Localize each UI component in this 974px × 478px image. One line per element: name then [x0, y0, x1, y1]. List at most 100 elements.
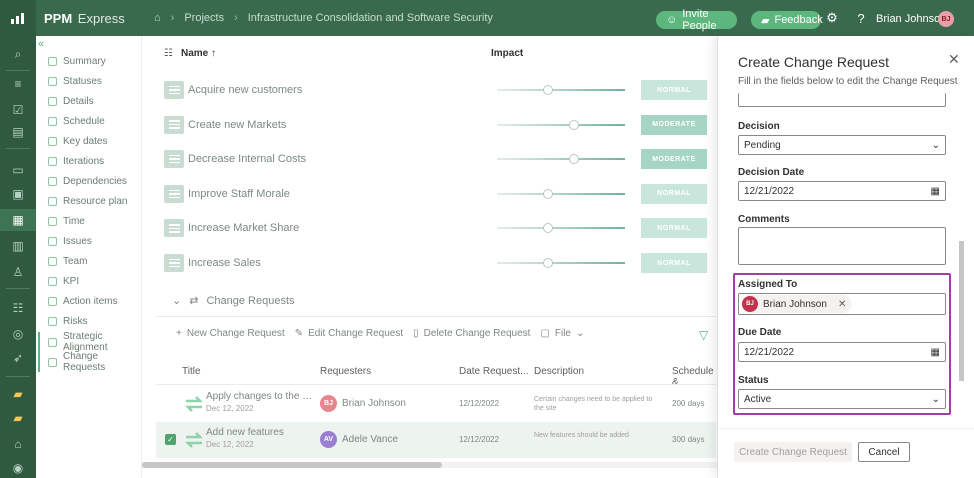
menu-icon[interactable]: ≡	[14, 77, 22, 91]
objective-row[interactable]: Increase Sales NORMAL	[164, 252, 714, 274]
nav-item-iterations[interactable]: Iterations	[48, 153, 104, 169]
checkbox-icon[interactable]: ☑	[12, 103, 24, 117]
impact-slider[interactable]	[497, 223, 625, 234]
objective-row[interactable]: Create new Markets MODERATE	[164, 114, 714, 136]
schedule-icon	[48, 116, 57, 126]
avatar[interactable]: BJ	[938, 11, 954, 27]
title-column-header[interactable]: Title	[182, 366, 201, 377]
objective-row[interactable]: Improve Staff Morale NORMAL	[164, 183, 714, 205]
delete-change-request-button[interactable]: ▯ Delete Change Request	[413, 328, 530, 339]
calendar-icon[interactable]: ▦	[930, 346, 940, 358]
objective-row[interactable]: Increase Market Share NORMAL	[164, 217, 714, 239]
decision-date-field[interactable]: 12/21/2022 ▦	[738, 181, 946, 201]
edit-change-request-button[interactable]: ✎ Edit Change Request	[295, 328, 403, 339]
status-dropdown[interactable]: Active ⌄	[738, 389, 946, 409]
row-checkbox[interactable]: ✓	[165, 434, 176, 445]
assigned-to-picker[interactable]: BJ Brian Johnson ✕	[738, 293, 946, 315]
note-icon[interactable]: ▰	[13, 411, 23, 425]
invite-people-button[interactable]: ☺ Invite People	[656, 8, 737, 32]
table-row[interactable]: ✓ Add new features Dec 12, 2022 AV Adele Van…	[156, 422, 716, 458]
table-row[interactable]: Apply changes to the we... Dec 12, 2022 BJ…	[156, 386, 716, 422]
slider-thumb[interactable]	[568, 154, 579, 165]
nav-item-resource-plan[interactable]: Resource plan	[48, 193, 127, 209]
date-column-header[interactable]: Date Request...	[459, 366, 529, 377]
objective-row[interactable]: Acquire new customers NORMAL	[164, 79, 714, 101]
create-change-request-button[interactable]: Create Change Request	[734, 442, 852, 462]
slider-thumb[interactable]	[543, 188, 554, 199]
rocket-icon[interactable]: ➶	[12, 351, 24, 365]
description-column-header[interactable]: Description	[534, 366, 585, 377]
nav-item-change-requests[interactable]: Change Requests	[48, 351, 141, 373]
nav-item-details[interactable]: Details	[48, 93, 94, 109]
nav-item-label: KPI	[63, 275, 80, 287]
horizontal-scrollbar[interactable]	[142, 462, 717, 468]
user-name[interactable]: Brian Johnson	[876, 13, 947, 25]
row-title[interactable]: Apply changes to the we...	[206, 391, 316, 402]
search-icon[interactable]: ⌕	[14, 46, 22, 61]
nav-item-kpi[interactable]: KPI	[48, 273, 79, 289]
scrollbar-thumb[interactable]	[142, 462, 442, 468]
close-icon[interactable]: ✕	[948, 51, 960, 67]
name-column-header[interactable]: Name ↑	[181, 48, 216, 59]
nav-item-dependencies[interactable]: Dependencies	[48, 173, 127, 189]
collapse-icon[interactable]: «	[38, 38, 45, 50]
new-change-request-button[interactable]: + New Change Request	[176, 328, 285, 339]
impact-slider[interactable]	[497, 85, 625, 95]
project-icon[interactable]: ▦	[12, 213, 24, 227]
people-icon[interactable]: ♙	[12, 265, 24, 279]
slider-thumb[interactable]	[568, 119, 579, 130]
text-field[interactable]	[738, 93, 946, 107]
impact-column-header[interactable]: Impact	[491, 48, 524, 59]
impact-slider[interactable]	[497, 258, 625, 268]
nav-item-summary[interactable]: Summary	[48, 53, 106, 69]
report-icon[interactable]: ▥	[12, 239, 24, 253]
nav-item-schedule[interactable]: Schedule	[48, 113, 105, 129]
requesters-column-header[interactable]: Requesters	[320, 366, 372, 377]
nav-item-key-dates[interactable]: Key dates	[48, 133, 107, 149]
chat-icon[interactable]: ▰	[13, 387, 23, 401]
calendar-icon[interactable]: ▦	[930, 185, 940, 197]
due-date-field[interactable]: 12/21/2022 ▦	[738, 342, 946, 362]
decision-dropdown[interactable]: Pending ⌄	[738, 135, 946, 155]
nav-item-action-items[interactable]: Action items	[48, 293, 117, 309]
filter-icon[interactable]: ▽	[699, 328, 709, 342]
help-icon[interactable]: ?	[857, 10, 865, 26]
nav-item-statuses[interactable]: Statuses	[48, 73, 102, 89]
gear-icon[interactable]: ⚙	[826, 10, 838, 25]
change-requests-section-header[interactable]: ⌄ ⇄ Change Requests	[172, 294, 295, 308]
objective-row[interactable]: Decrease Internal Costs MODERATE	[164, 148, 714, 170]
remove-icon[interactable]: ✕	[837, 298, 847, 310]
nav-item-issues[interactable]: Issues	[48, 233, 92, 249]
breadcrumb-project[interactable]: Infrastructure Consolidation and Softwar…	[247, 12, 493, 24]
scrollbar-thumb[interactable]	[959, 241, 964, 381]
sort-icon[interactable]: ☷	[164, 48, 173, 59]
impact-slider[interactable]	[497, 119, 625, 130]
home-icon[interactable]: ⌂	[154, 12, 161, 24]
target-icon[interactable]: ◎	[12, 327, 24, 341]
briefcase-icon[interactable]: ▭	[12, 163, 24, 177]
impact-slider[interactable]	[497, 188, 625, 199]
breadcrumb-projects[interactable]: Projects	[184, 12, 225, 24]
nav-item-risks[interactable]: Risks	[48, 313, 87, 329]
slider-thumb[interactable]	[543, 85, 554, 95]
board-icon[interactable]: ▤	[12, 125, 24, 139]
schedule-column-header[interactable]: Schedule &	[672, 366, 714, 388]
portfolio-icon[interactable]: ▣	[12, 187, 24, 201]
cancel-button[interactable]: Cancel	[858, 442, 910, 462]
comments-textarea[interactable]	[738, 227, 946, 265]
impact-slider[interactable]	[497, 154, 625, 165]
row-title[interactable]: Add new features	[206, 427, 284, 438]
file-menu-button[interactable]: ▢ File ⌄	[540, 328, 584, 339]
panel-scrollbar[interactable]	[958, 96, 964, 421]
nav-item-time[interactable]: Time	[48, 213, 85, 229]
nav-item-team[interactable]: Team	[48, 253, 87, 269]
strategy-icon[interactable]: ☷	[12, 301, 24, 315]
location-icon[interactable]: ◉	[12, 461, 24, 475]
slider-thumb[interactable]	[543, 258, 554, 268]
slider-thumb[interactable]	[543, 223, 554, 234]
nav-item-strategic-alignment[interactable]: Strategic Alignment	[48, 331, 141, 353]
feedback-button[interactable]: ▰ Feedback	[751, 11, 823, 29]
person-chip[interactable]: BJ Brian Johnson ✕	[741, 295, 853, 313]
app-logo-icon[interactable]	[0, 0, 36, 36]
store-icon[interactable]: ⌂	[14, 437, 22, 451]
